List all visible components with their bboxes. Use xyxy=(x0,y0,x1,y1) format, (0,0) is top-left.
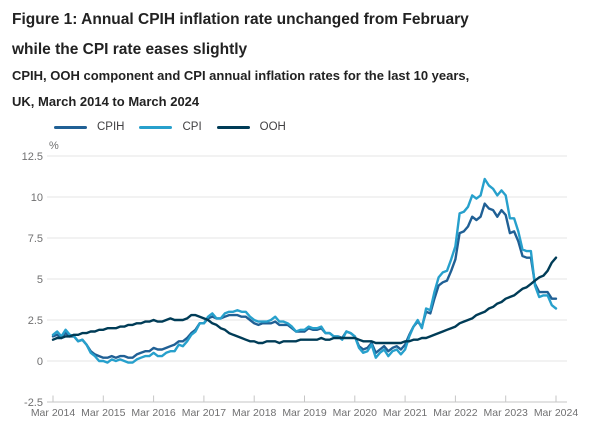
cpih-line-swatch-icon xyxy=(54,125,87,129)
figure-title-line2: while the CPI rate eases slightly xyxy=(12,41,248,58)
x-tick-label: Mar 2019 xyxy=(282,407,327,419)
y-tick-label: 5 xyxy=(37,274,43,286)
figure-title-line1: Figure 1: Annual CPIH inflation rate unc… xyxy=(12,11,469,28)
x-tick-label: Mar 2014 xyxy=(31,407,76,419)
y-tick-label: 10 xyxy=(31,192,43,204)
x-tick-label: Mar 2016 xyxy=(131,407,176,419)
y-tick-label: -2.5 xyxy=(24,397,43,409)
y-tick-label: 12.5 xyxy=(22,151,43,163)
x-tick-label: Mar 2018 xyxy=(232,407,277,419)
figure-title: Figure 1: Annual CPIH inflation rate unc… xyxy=(12,5,469,65)
legend-item-cpi: CPI xyxy=(139,121,202,133)
figure-subtitle-line2: UK, March 2014 to March 2024 xyxy=(12,94,200,109)
ooh-line xyxy=(51,256,558,345)
x-tick-label: Mar 2017 xyxy=(182,407,227,419)
x-tick-label: Mar 2021 xyxy=(383,407,428,419)
y-tick-label: 0 xyxy=(37,356,43,368)
figure-subtitle: CPIH, OOH component and CPI annual infla… xyxy=(12,63,469,115)
figure-subtitle-line1: CPIH, OOH component and CPI annual infla… xyxy=(12,68,470,83)
y-tick-label: 2.5 xyxy=(28,315,43,327)
chart-legend: CPIH CPI OOH xyxy=(54,121,301,133)
cpi-line xyxy=(51,177,558,364)
x-tick-label: Mar 2024 xyxy=(534,407,579,419)
legend-label-cpi: CPI xyxy=(182,121,202,133)
cpih-line xyxy=(51,202,558,359)
x-tick-label: Mar 2015 xyxy=(81,407,126,419)
x-tick-label: Mar 2020 xyxy=(333,407,378,419)
legend-label-cpih: CPIH xyxy=(97,121,125,133)
cpi-line-swatch-icon xyxy=(139,125,173,129)
ooh-line-swatch-icon xyxy=(216,125,250,129)
legend-item-cpih: CPIH xyxy=(54,121,124,133)
y-axis-unit-label: % xyxy=(49,140,59,152)
x-tick-label: Mar 2022 xyxy=(433,407,478,419)
legend-item-ooh: OOH xyxy=(216,121,286,133)
legend-label-ooh: OOH xyxy=(259,121,286,133)
x-tick-label: Mar 2023 xyxy=(484,407,529,419)
y-tick-label: 7.5 xyxy=(28,233,43,245)
